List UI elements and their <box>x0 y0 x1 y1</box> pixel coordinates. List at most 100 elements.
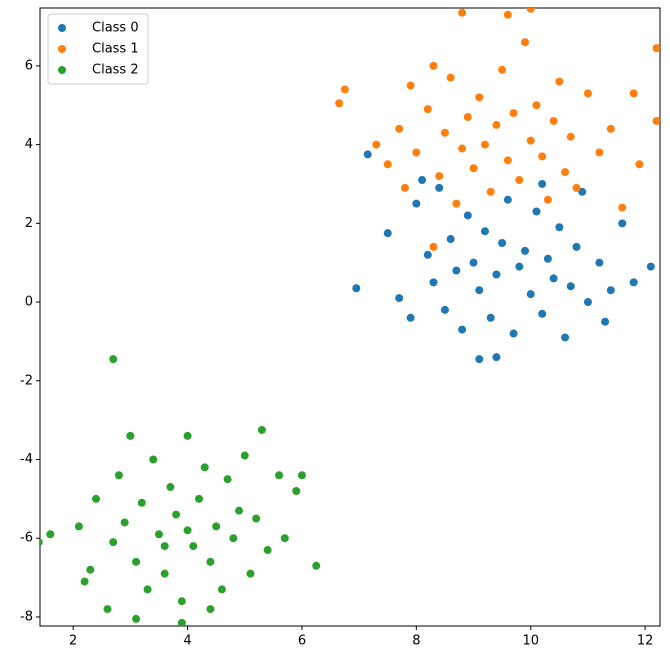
point <box>406 81 415 90</box>
legend: Class 0 Class 1 Class 2 <box>47 13 149 85</box>
x-tick-label: 8 <box>412 634 420 649</box>
point <box>509 329 518 338</box>
point <box>561 333 570 342</box>
point <box>463 211 472 220</box>
point <box>395 124 404 133</box>
y-tick-label: -6 <box>20 531 33 546</box>
point <box>469 164 478 173</box>
point <box>498 238 507 247</box>
point <box>172 510 181 519</box>
point <box>492 120 501 129</box>
point <box>503 10 512 19</box>
point <box>383 160 392 169</box>
point <box>160 542 169 551</box>
point <box>538 152 547 161</box>
point <box>635 160 644 169</box>
point <box>183 431 192 440</box>
point <box>400 183 409 192</box>
point <box>492 270 501 279</box>
point <box>40 538 43 546</box>
x-tick-label: 2 <box>69 634 77 649</box>
point <box>446 235 455 244</box>
point <box>435 183 444 192</box>
point <box>195 494 204 503</box>
point <box>618 219 627 228</box>
point <box>92 494 101 503</box>
point <box>440 305 449 314</box>
point <box>297 471 306 480</box>
point <box>423 105 432 114</box>
point <box>137 498 146 507</box>
point <box>503 195 512 204</box>
point <box>435 172 444 181</box>
point <box>475 93 484 102</box>
y-tick-label: 4 <box>25 137 33 152</box>
y-tick-label: -2 <box>20 373 33 388</box>
point <box>229 534 238 543</box>
point <box>526 136 535 145</box>
y-tick-label: -8 <box>20 609 33 624</box>
point <box>235 506 244 515</box>
point <box>515 262 524 271</box>
plot-frame <box>39 7 661 627</box>
plot-area <box>40 8 660 626</box>
legend-box <box>47 13 149 85</box>
point <box>429 242 438 251</box>
point <box>452 266 461 275</box>
point <box>486 187 495 196</box>
point <box>429 61 438 70</box>
point <box>80 577 89 586</box>
legend-marker <box>58 24 66 32</box>
point <box>475 286 484 295</box>
x-tick-label: 4 <box>183 634 191 649</box>
point <box>578 187 587 196</box>
point <box>177 618 186 626</box>
point <box>109 538 118 547</box>
point <box>429 278 438 287</box>
point <box>154 530 163 539</box>
y-tick-label: -4 <box>20 452 33 467</box>
point <box>492 353 501 362</box>
point <box>532 207 541 216</box>
point <box>363 150 372 159</box>
point <box>458 144 467 153</box>
point <box>549 116 558 125</box>
point <box>149 455 158 464</box>
point <box>217 585 226 594</box>
point <box>469 258 478 267</box>
point <box>583 298 592 307</box>
point <box>423 250 432 259</box>
point <box>572 183 581 192</box>
legend-marker <box>58 45 66 53</box>
point <box>498 65 507 74</box>
point <box>132 614 141 623</box>
point <box>458 325 467 334</box>
point <box>406 313 415 322</box>
point <box>629 278 638 287</box>
point <box>312 561 321 570</box>
point <box>86 565 95 574</box>
point <box>46 530 55 539</box>
point <box>109 355 118 364</box>
point <box>103 605 112 614</box>
point <box>601 317 610 326</box>
point <box>543 195 552 204</box>
point <box>114 471 123 480</box>
point <box>480 227 489 236</box>
point <box>340 85 349 94</box>
point <box>543 254 552 263</box>
point <box>200 463 209 472</box>
point <box>646 262 655 271</box>
point <box>606 124 615 133</box>
point <box>292 486 301 495</box>
point <box>412 148 421 157</box>
point <box>538 309 547 318</box>
point <box>206 605 215 614</box>
point <box>383 229 392 238</box>
point <box>606 286 615 295</box>
point <box>458 8 467 17</box>
point <box>280 534 289 543</box>
point <box>652 116 660 125</box>
point <box>555 77 564 86</box>
point <box>463 113 472 122</box>
